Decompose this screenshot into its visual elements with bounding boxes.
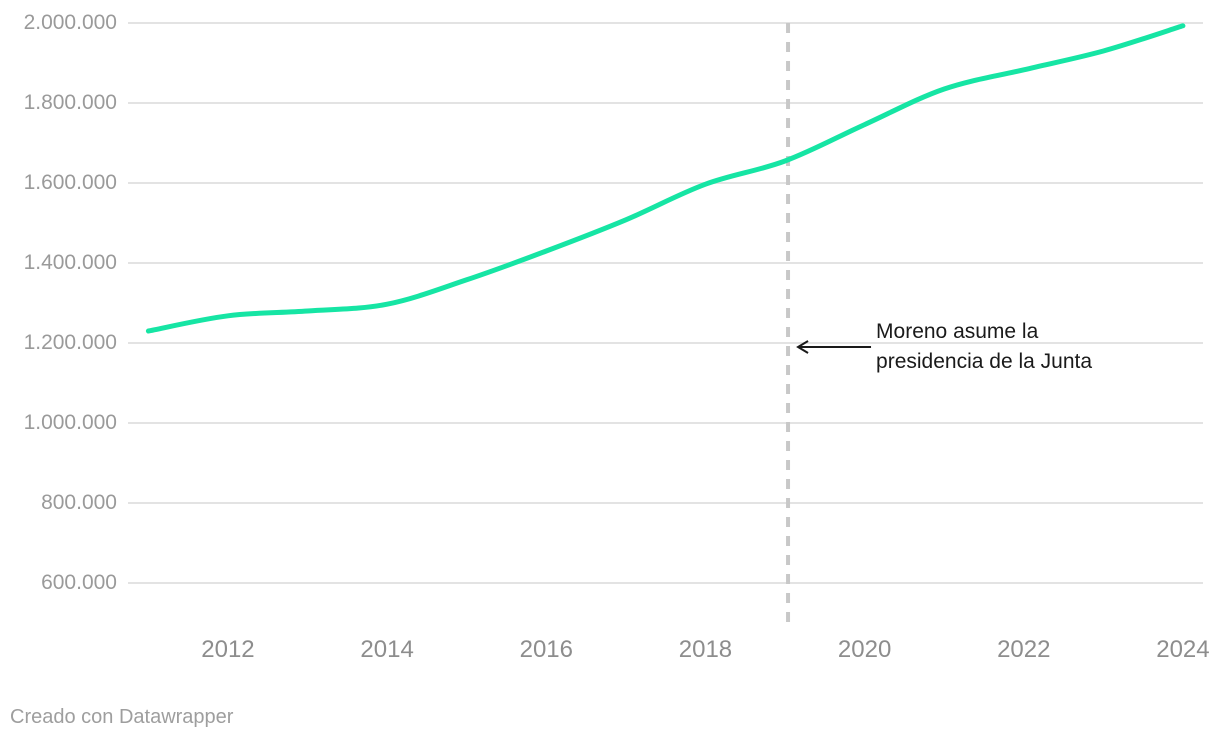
annotation-text-line2: presidencia de la Junta	[876, 350, 1093, 373]
y-axis-tick-label: 1.200.000	[23, 331, 117, 354]
y-axis-tick-label: 1.800.000	[23, 91, 117, 114]
x-axis-tick-label: 2014	[360, 636, 414, 663]
annotation-text: Moreno asume la presidencia de la Junta	[876, 317, 1092, 377]
annotation-arrow	[796, 340, 872, 354]
y-axis-tick-label: 600.000	[41, 571, 117, 594]
x-axis-tick-label: 2024	[1156, 636, 1210, 663]
y-axis-tick-label: 800.000	[41, 491, 117, 514]
datawrapper-credit: Creado con Datawrapper	[10, 706, 234, 728]
trend-line	[145, 23, 1186, 334]
y-axis-tick-label: 1.600.000	[23, 171, 117, 194]
x-axis-tick-label: 2016	[519, 636, 573, 663]
y-axis-tick-label: 1.400.000	[23, 251, 117, 274]
x-axis-tick-label: 2022	[997, 636, 1051, 663]
y-axis-tick-label: 1.000.000	[23, 411, 117, 434]
y-axis-tick-label: 2.000.000	[23, 11, 117, 34]
x-axis-tick-label: 2018	[678, 636, 733, 663]
x-axis-tick-label: 2020	[837, 636, 892, 663]
annotation-text-line1: Moreno asume la	[876, 320, 1039, 343]
x-axis-tick-label: 2012	[201, 636, 255, 663]
